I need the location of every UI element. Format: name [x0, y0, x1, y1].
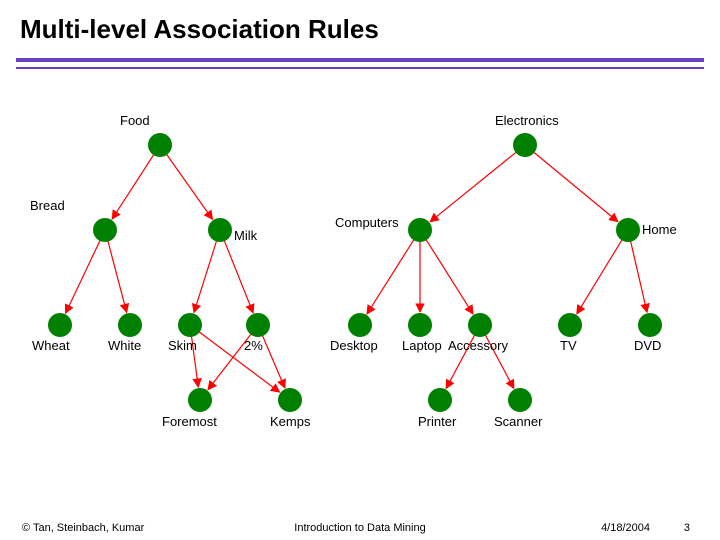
divider-thick	[16, 58, 704, 62]
tree-edges	[0, 0, 720, 540]
tree-node-food	[148, 133, 172, 157]
tree-edge	[66, 240, 101, 313]
tree-node-accessory	[468, 313, 492, 337]
tree-node-laptop	[408, 313, 432, 337]
tree-edge	[108, 241, 127, 313]
tree-label-tv: TV	[560, 338, 577, 353]
tree-node-tv	[558, 313, 582, 337]
tree-node-skim	[178, 313, 202, 337]
footer-date: 4/18/2004	[601, 522, 650, 534]
tree-label-laptop: Laptop	[402, 338, 442, 353]
page-title: Multi-level Association Rules	[20, 14, 379, 45]
tree-label-scanner: Scanner	[494, 414, 542, 429]
tree-label-wheat: Wheat	[32, 338, 70, 353]
tree-label-kemps: Kemps	[270, 414, 310, 429]
tree-label-accessory: Accessory	[448, 338, 508, 353]
tree-label-home: Home	[642, 222, 677, 237]
tree-node-bread	[93, 218, 117, 242]
tree-edge	[199, 332, 280, 393]
tree-node-scanner	[508, 388, 532, 412]
tree-label-skim: Skim	[168, 338, 197, 353]
tree-node-dvd	[638, 313, 662, 337]
tree-label-bread: Bread	[30, 198, 65, 213]
tree-node-computers	[408, 218, 432, 242]
tree-node-milk	[208, 218, 232, 242]
tree-node-home	[616, 218, 640, 242]
tree-label-twopct: 2%	[244, 338, 263, 353]
tree-edge	[426, 239, 473, 314]
tree-label-food: Food	[120, 113, 150, 128]
tree-edge	[224, 240, 253, 313]
tree-edge	[430, 152, 516, 222]
tree-node-desktop	[348, 313, 372, 337]
slide: Multi-level Association Rules Food Electr…	[0, 0, 720, 540]
tree-label-desktop: Desktop	[330, 338, 378, 353]
divider-thin	[16, 67, 704, 69]
tree-label-electronics: Electronics	[495, 113, 559, 128]
tree-label-white: White	[108, 338, 141, 353]
tree-edge	[533, 152, 617, 222]
tree-node-foremost	[188, 388, 212, 412]
tree-edge	[166, 154, 212, 219]
tree-label-printer: Printer	[418, 414, 456, 429]
tree-edge	[112, 154, 154, 219]
tree-edge	[367, 239, 414, 314]
tree-label-milk: Milk	[234, 228, 257, 243]
tree-label-foremost: Foremost	[162, 414, 217, 429]
tree-node-printer	[428, 388, 452, 412]
tree-label-computers: Computers	[335, 215, 399, 230]
tree-node-wheat	[48, 313, 72, 337]
tree-node-white	[118, 313, 142, 337]
footer-page: 3	[684, 522, 690, 534]
tree-edge	[194, 240, 217, 312]
tree-node-electronics	[513, 133, 537, 157]
tree-edge	[630, 241, 647, 313]
tree-label-dvd: DVD	[634, 338, 661, 353]
tree-edge	[262, 335, 285, 388]
tree-node-twopct	[246, 313, 270, 337]
tree-node-kemps	[278, 388, 302, 412]
tree-edge	[577, 239, 622, 314]
